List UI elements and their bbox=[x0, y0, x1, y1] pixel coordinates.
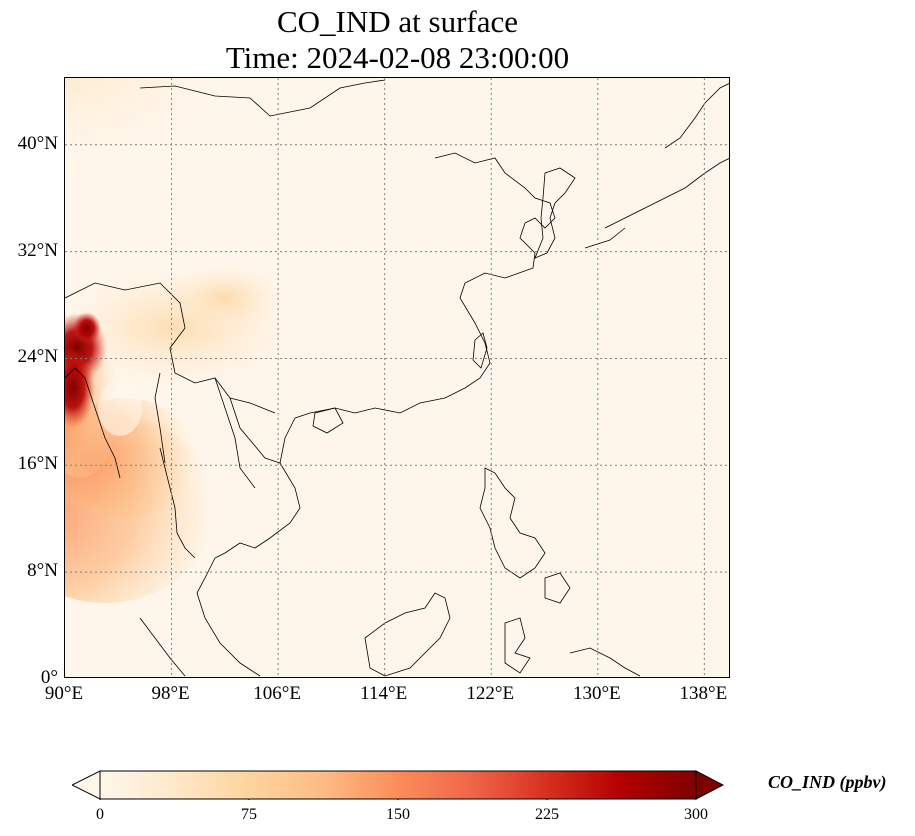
colorbar-ticks bbox=[99, 799, 697, 800]
longitude-tick-label: 122°E bbox=[466, 683, 515, 704]
longitude-tick-label: 114°E bbox=[360, 683, 408, 704]
colorbar-tick-label: 225 bbox=[535, 806, 559, 823]
map-panel[interactable] bbox=[64, 77, 730, 678]
longitude-tick-label: 138°E bbox=[679, 683, 728, 704]
colorbar-tick-label: 75 bbox=[241, 806, 257, 823]
map-title-variable: CO_IND at surface bbox=[276, 4, 519, 39]
map-canvas[interactable] bbox=[65, 78, 730, 678]
colorbar-tick-label: 0 bbox=[96, 806, 104, 823]
map-title-time: Time: 2024-02-08 23:00:00 bbox=[225, 40, 570, 75]
colorbar-body bbox=[99, 770, 697, 800]
latitude-tick-label: 40°N bbox=[17, 132, 58, 154]
latitude-tick-label: 32°N bbox=[17, 239, 58, 261]
coastlines bbox=[65, 79, 729, 677]
colorbar-tick-label: 150 bbox=[386, 806, 410, 823]
colorbar-tick-label: 300 bbox=[684, 806, 708, 823]
longitude-tick-label: 98°E bbox=[151, 683, 190, 704]
colorbar-extend-max bbox=[695, 770, 724, 800]
latitude-tick-label: 0° bbox=[40, 667, 58, 688]
longitude-tick-label: 106°E bbox=[253, 683, 301, 704]
colorbar bbox=[72, 770, 724, 800]
gridlines bbox=[65, 78, 729, 677]
latitude-tick-label: 8°N bbox=[27, 560, 58, 582]
longitude-tick-label: 130°E bbox=[572, 683, 621, 704]
latitude-tick-label: 16°N bbox=[17, 453, 58, 475]
colorbar-label: CO_IND (ppbv) bbox=[768, 772, 887, 792]
longitude-tick-label: 90°E bbox=[44, 683, 84, 704]
latitude-tick-label: 24°N bbox=[17, 346, 58, 368]
concentration-field bbox=[65, 78, 295, 603]
colorbar-extend-min bbox=[72, 770, 101, 800]
